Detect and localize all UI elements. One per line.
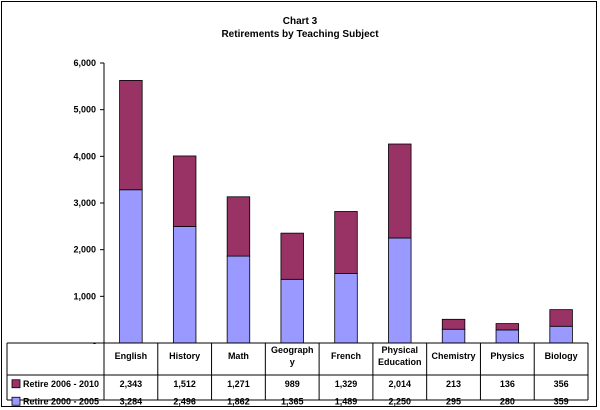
x-category-label: Physics <box>490 351 524 361</box>
y-tick-label: 2,000 <box>73 245 96 255</box>
bar-segment-2006-2010 <box>549 309 573 327</box>
y-tick-label: 6,000 <box>73 58 96 68</box>
table-value: 1,329 <box>335 379 358 389</box>
legend-swatch <box>11 379 21 389</box>
bar-segment-2000-2005 <box>172 226 197 344</box>
table-value: 989 <box>285 379 300 389</box>
table-value: 2,496 <box>173 396 196 406</box>
table-value: 280 <box>500 396 515 406</box>
x-category-label: Education <box>378 357 422 367</box>
y-tick-label: 3,000 <box>73 198 96 208</box>
legend-label: Retire 2006 - 2010 <box>23 379 99 389</box>
table-value: 213 <box>446 379 461 389</box>
chart-title: Chart 3 <box>282 16 318 27</box>
x-category-label: Biology <box>545 351 578 361</box>
table-value: 3,284 <box>120 396 143 406</box>
legend-label: Retire 2000 - 2005 <box>23 396 99 406</box>
x-category-label: French <box>331 351 361 361</box>
y-tick-label: 5,000 <box>73 105 96 115</box>
table-value: 136 <box>500 379 515 389</box>
bar-segment-2000-2005 <box>226 255 251 344</box>
bar-segment-2006-2010 <box>441 318 466 330</box>
bar-segment-2000-2005 <box>280 278 304 344</box>
x-category-label: Math <box>228 351 249 361</box>
table-value: 1,862 <box>227 396 250 406</box>
x-category-label: Geograph <box>271 345 314 355</box>
bar-segment-2006-2010 <box>388 143 412 239</box>
table-value: 2,343 <box>120 379 143 389</box>
bar-segment-2006-2010 <box>334 211 358 274</box>
y-tick-label: 4,000 <box>73 151 96 161</box>
table-value: 1,489 <box>335 396 358 406</box>
bar-segment-2006-2010 <box>495 323 520 331</box>
table-value: 356 <box>554 379 569 389</box>
table-value: 1,271 <box>227 379 250 389</box>
x-category-label: History <box>169 351 200 361</box>
bar-segment-2000-2005 <box>549 325 573 344</box>
bar-segment-2000-2005 <box>334 273 358 344</box>
x-category-label: English <box>115 351 148 361</box>
bar-segment-2000-2005 <box>119 189 143 344</box>
table-value: 1,512 <box>173 379 196 389</box>
bar-segment-2006-2010 <box>119 80 143 191</box>
x-category-label: y <box>290 357 295 367</box>
chart-subtitle: Retirements by Teaching Subject <box>221 29 379 40</box>
table-value: 2,014 <box>389 379 412 389</box>
bar-segment-2000-2005 <box>495 329 520 344</box>
bar-segment-2000-2005 <box>441 328 466 344</box>
bar-segment-2006-2010 <box>226 196 251 257</box>
x-category-label: Physical <box>382 345 419 355</box>
bar-segment-2006-2010 <box>280 232 304 280</box>
x-category-label: Chemistry <box>432 351 476 361</box>
table-value: 2,250 <box>389 396 412 406</box>
y-tick-label: 1,000 <box>73 291 96 301</box>
bar-segment-2006-2010 <box>172 155 197 227</box>
legend-swatch <box>11 396 21 406</box>
bar-segment-2000-2005 <box>388 237 412 344</box>
table-value: 359 <box>554 396 569 406</box>
table-value: 295 <box>446 396 461 406</box>
table-value: 1,365 <box>281 396 304 406</box>
